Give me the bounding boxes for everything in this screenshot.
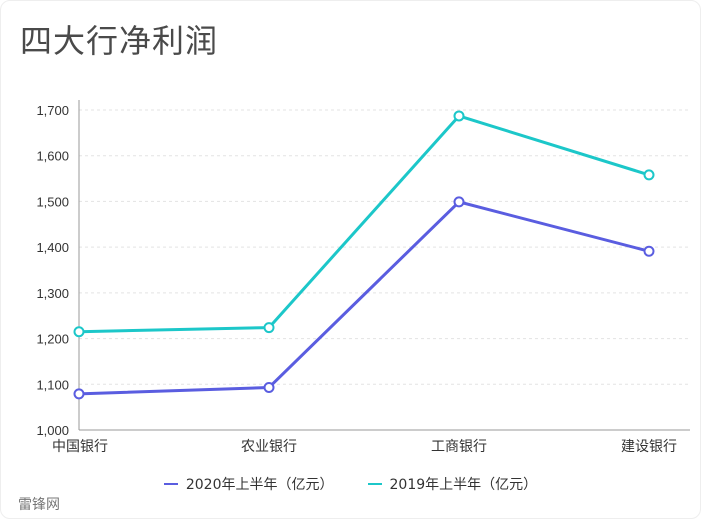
legend-label-2019: 2019年上半年（亿元）: [389, 477, 538, 493]
legend-item-2019[interactable]: 2019年上半年（亿元）: [367, 474, 538, 494]
y-tick-label: 1,600: [36, 149, 69, 164]
series-line-1: [78, 114, 650, 334]
x-tick-label: 中国银行: [52, 439, 108, 455]
x-tick-label: 建设银行: [621, 439, 677, 455]
y-tick-label: 1,400: [36, 240, 69, 255]
x-tick-label: 工商银行: [431, 439, 487, 455]
legend-label-2020: 2020年上半年（亿元）: [185, 477, 334, 493]
chart-title: 四大行净利润: [20, 22, 219, 60]
data-point: [263, 322, 275, 334]
series-line-0: [78, 200, 650, 396]
y-tick-label: 1,500: [36, 194, 69, 209]
data-point: [73, 326, 85, 338]
footer-source: 雷锋网: [18, 497, 60, 513]
data-point: [643, 245, 655, 257]
legend-item-2020[interactable]: 2020年上半年（亿元）: [163, 474, 334, 494]
y-tick-label: 1,200: [36, 332, 69, 347]
data-point: [643, 169, 655, 181]
y-tick-label: 1,300: [36, 286, 69, 301]
y-tick-label: 1,000: [36, 423, 69, 438]
data-point: [453, 110, 465, 122]
data-point: [263, 381, 275, 393]
legend-swatch-2019: [367, 483, 382, 485]
y-tick-label: 1,700: [36, 103, 69, 118]
legend: 2020年上半年（亿元） 2019年上半年（亿元）: [0, 474, 701, 494]
x-tick-label: 农业银行: [241, 439, 297, 455]
legend-swatch-2020: [163, 483, 178, 485]
data-point: [73, 388, 85, 400]
data-point: [453, 196, 465, 208]
y-tick-label: 1,100: [36, 377, 69, 392]
